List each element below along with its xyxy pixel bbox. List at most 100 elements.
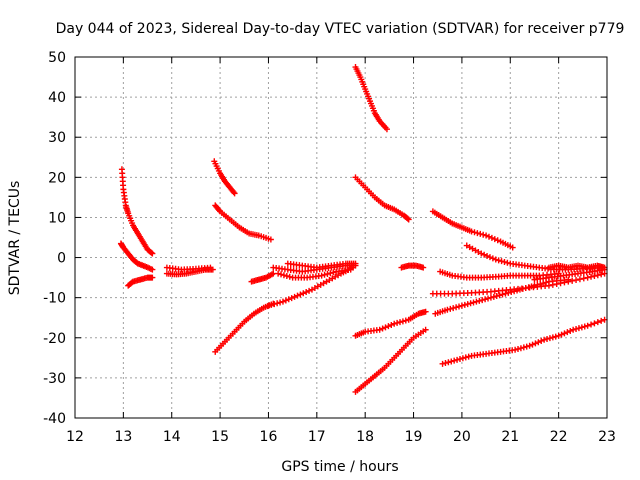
data-point xyxy=(347,266,354,273)
data-point xyxy=(575,325,582,332)
x-tick-label: 12 xyxy=(66,429,84,445)
data-point xyxy=(450,305,457,312)
data-point xyxy=(405,216,412,223)
data-point xyxy=(303,289,310,296)
data-point xyxy=(286,273,293,280)
data-point xyxy=(561,330,568,337)
data-point xyxy=(546,335,553,342)
data-point xyxy=(216,207,223,214)
data-point xyxy=(555,332,562,339)
series-arc-17 xyxy=(352,326,429,395)
data-point xyxy=(420,264,427,271)
data-point xyxy=(509,244,516,251)
data-point xyxy=(148,249,155,256)
data-point xyxy=(484,252,491,259)
data-point xyxy=(578,324,585,331)
data-point xyxy=(515,346,522,353)
data-point xyxy=(285,296,292,303)
data-point xyxy=(471,229,478,236)
data-point xyxy=(482,296,489,303)
series-arc-12 xyxy=(275,266,354,281)
series-arc-15 xyxy=(352,174,412,223)
data-point xyxy=(594,319,601,326)
data-point xyxy=(485,233,492,240)
data-point xyxy=(565,278,572,285)
x-axis-label: GPS time / hours xyxy=(281,459,398,475)
data-point xyxy=(569,277,576,284)
data-point xyxy=(451,357,458,364)
data-point xyxy=(297,291,304,298)
y-axis-label: SDTVAR / TECUs xyxy=(7,181,23,296)
data-point xyxy=(399,318,406,325)
data-point xyxy=(553,281,560,288)
data-point xyxy=(467,300,474,307)
data-point xyxy=(498,258,505,265)
data-point xyxy=(383,126,390,133)
data-point xyxy=(549,334,556,341)
data-point xyxy=(321,271,328,278)
series-arc-19 xyxy=(429,208,516,251)
plot-frame xyxy=(74,56,608,419)
data-point xyxy=(567,327,574,334)
data-point xyxy=(588,321,595,328)
data-point xyxy=(538,337,545,344)
data-point xyxy=(231,190,238,197)
data-point xyxy=(535,339,542,346)
series-arc-06 xyxy=(211,158,238,197)
series-arc-10 xyxy=(248,270,277,285)
data-point xyxy=(291,293,298,300)
data-point xyxy=(404,215,411,222)
data-point xyxy=(552,333,559,340)
data-point xyxy=(391,320,398,327)
data-point xyxy=(397,319,404,326)
data-point xyxy=(149,266,156,273)
data-point xyxy=(207,264,214,271)
y-tick-label: 50 xyxy=(48,50,66,66)
x-tick-label: 20 xyxy=(453,429,471,445)
data-point xyxy=(488,234,495,241)
data-point xyxy=(487,294,494,301)
data-point xyxy=(388,321,395,328)
data-point xyxy=(493,293,500,300)
data-point xyxy=(491,236,498,243)
series-arc-26 xyxy=(531,266,608,283)
x-tick-label: 16 xyxy=(260,429,278,445)
data-point xyxy=(549,281,556,288)
data-point xyxy=(545,282,552,289)
data-point xyxy=(544,335,551,342)
data-point xyxy=(445,359,452,366)
chart-title: Day 044 of 2023, Sidereal Day-to-day VTE… xyxy=(56,21,625,37)
series-arc-05 xyxy=(163,264,214,273)
data-point xyxy=(564,329,571,336)
data-point xyxy=(376,326,383,333)
data-point xyxy=(330,269,337,276)
data-point xyxy=(492,256,499,263)
data-point xyxy=(473,298,480,305)
data-point xyxy=(444,306,451,313)
y-tick-label: 0 xyxy=(57,251,66,267)
y-tick-label: -40 xyxy=(43,411,66,427)
x-tick-label: 17 xyxy=(308,429,326,445)
data-point xyxy=(385,323,392,330)
y-tick-label: -20 xyxy=(43,331,66,347)
data-point xyxy=(470,299,477,306)
data-point xyxy=(464,301,471,308)
data-point xyxy=(517,345,524,352)
data-point xyxy=(512,346,519,353)
data-point xyxy=(453,304,460,311)
data-point xyxy=(591,320,598,327)
data-point xyxy=(481,251,488,258)
data-point xyxy=(456,303,463,310)
data-point xyxy=(382,324,389,331)
data-point xyxy=(490,293,497,300)
x-tick-label: 13 xyxy=(114,429,132,445)
data-point xyxy=(230,189,237,196)
data-point xyxy=(279,298,286,305)
series-arc-09 xyxy=(265,264,357,309)
data-point xyxy=(588,273,595,280)
data-point xyxy=(442,360,449,367)
x-tick-label: 21 xyxy=(501,429,519,445)
data-point xyxy=(271,301,278,308)
